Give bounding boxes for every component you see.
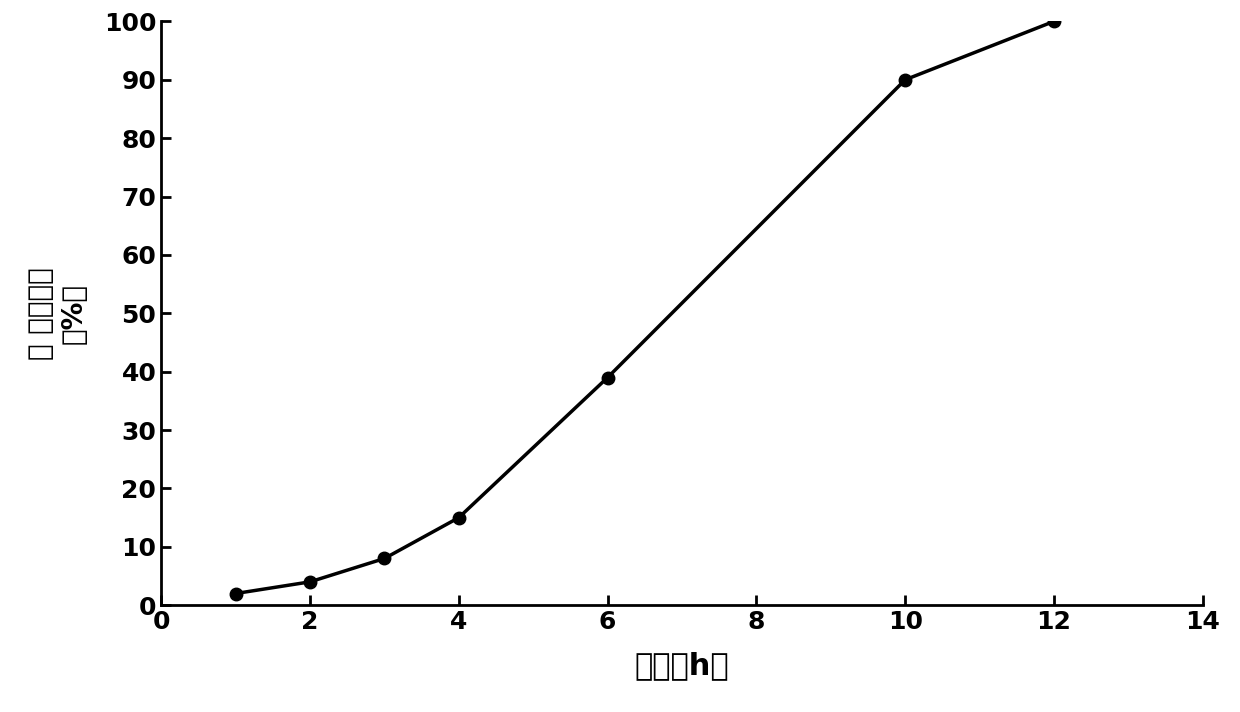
X-axis label: 时间（h）: 时间（h） <box>635 651 729 680</box>
Y-axis label: 累 积释放率
（%）: 累 积释放率 （%） <box>27 267 87 360</box>
